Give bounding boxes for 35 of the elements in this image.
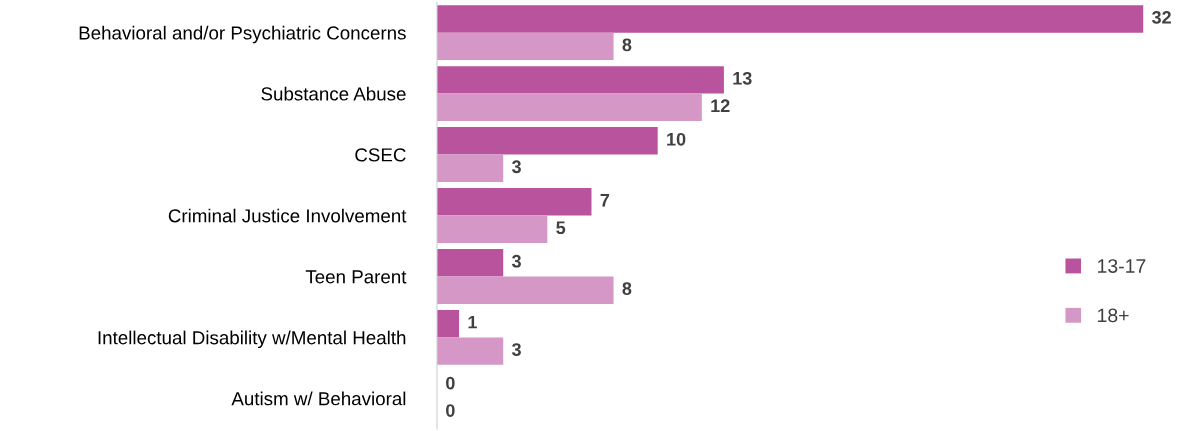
legend-label: 13-17 <box>1098 259 1146 273</box>
bar <box>437 249 504 277</box>
bar <box>437 276 614 304</box>
y-tick-label: Substance Abuse <box>261 86 406 101</box>
bar <box>437 309 460 338</box>
data-label: 5 <box>556 221 566 235</box>
data-label: 32 <box>1151 10 1171 24</box>
data-label: 13 <box>733 71 752 85</box>
data-label: 8 <box>622 282 632 296</box>
data-label: 12 <box>711 99 730 112</box>
data-label: 1 <box>468 315 477 329</box>
bar <box>437 32 614 61</box>
bar <box>437 5 1144 33</box>
data-label: 3 <box>511 343 521 356</box>
data-label: 3 <box>511 254 521 268</box>
data-label: 8 <box>622 38 632 52</box>
y-tick-label: Autism w/ Behavioral <box>231 391 406 406</box>
bar <box>437 337 504 365</box>
y-tick-label: Behavioral and/or Psychiatric Concerns <box>79 25 406 44</box>
bar <box>437 127 658 155</box>
data-label: 3 <box>511 160 521 174</box>
bar <box>437 188 592 216</box>
legend-label: 18+ <box>1098 308 1129 323</box>
bar <box>437 154 504 182</box>
bar <box>437 215 548 243</box>
bar <box>437 66 724 94</box>
y-tick-label: Intellectual Disability w/Mental Health <box>98 330 406 349</box>
y-tick-label: Criminal Justice Involvement <box>168 208 407 223</box>
y-tick-label: CSEC <box>355 148 406 162</box>
data-label: 0 <box>446 376 455 390</box>
y-tick-label: Teen Parent <box>305 270 407 284</box>
data-label: 0 <box>446 404 455 417</box>
data-label: 7 <box>600 194 610 207</box>
bar <box>437 93 702 122</box>
data-label: 10 <box>667 132 686 146</box>
